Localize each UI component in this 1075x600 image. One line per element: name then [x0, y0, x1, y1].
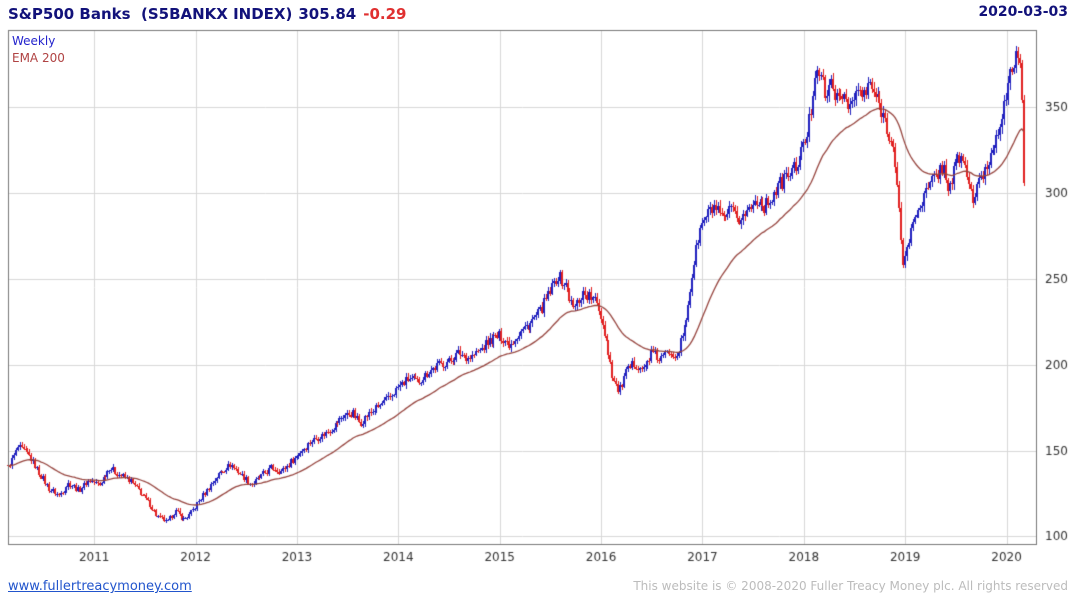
chart-header: S&P500 Banks (S5BANKX INDEX) 305.84 -0.29	[8, 4, 407, 23]
as-of-date: 2020-03-03	[978, 4, 1068, 20]
chart-title: S&P500 Banks (S5BANKX INDEX)	[8, 5, 293, 23]
price-change: -0.29	[363, 5, 407, 23]
copyright-text: This website is © 2008-2020 Fuller Treac…	[633, 579, 1068, 593]
website-link[interactable]: www.fullertreacymoney.com	[8, 579, 192, 594]
last-price: 305.84	[298, 5, 357, 23]
legend-ema-200: EMA 200	[12, 51, 65, 65]
legend-weekly: Weekly	[12, 34, 56, 48]
